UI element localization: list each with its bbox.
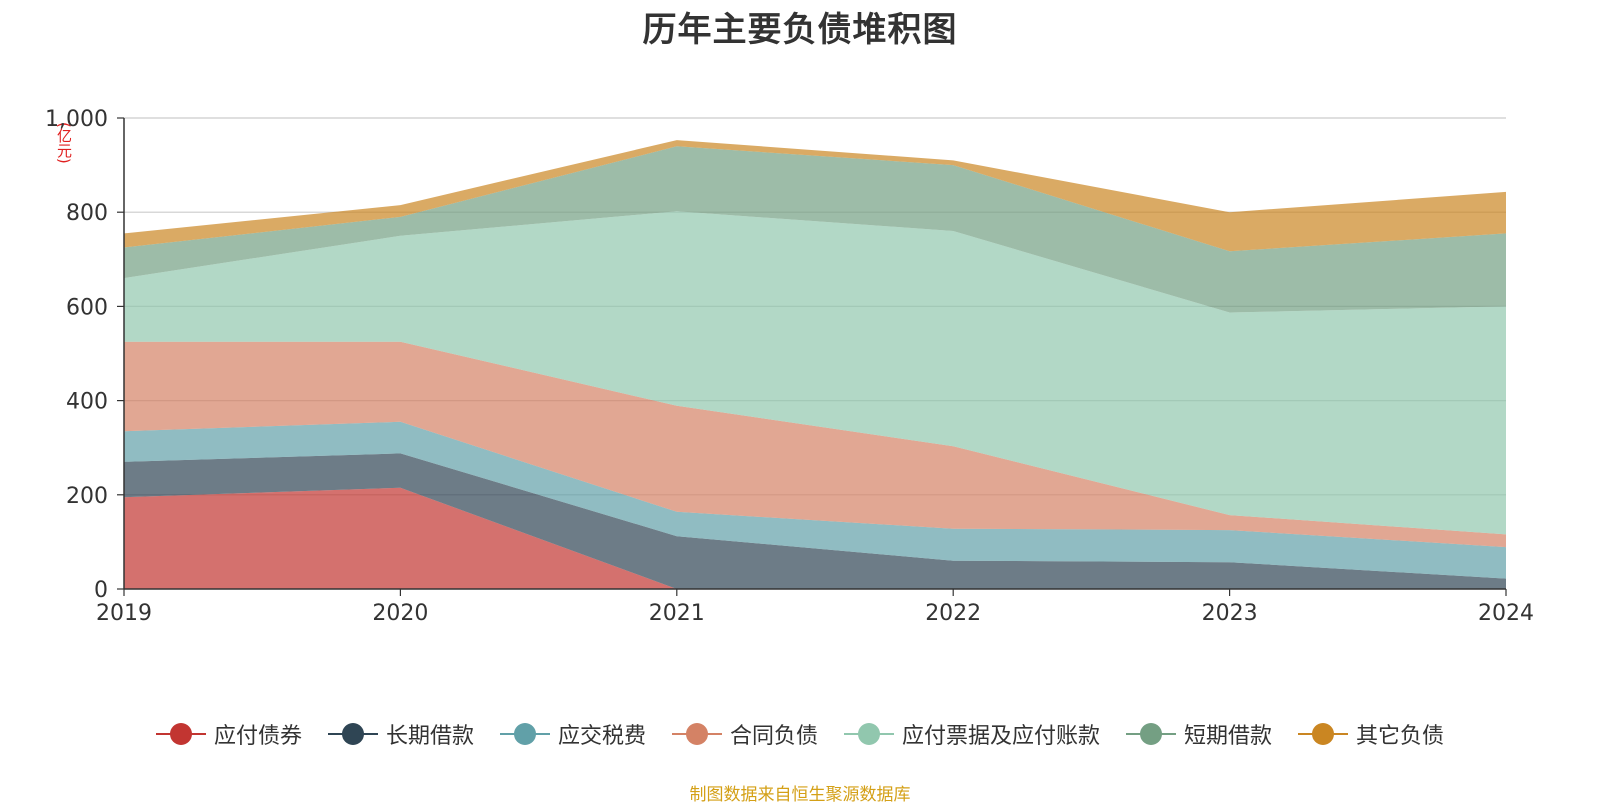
x-tick-label: 2024 [1478,601,1534,626]
y-axis-unit-label: (亿元) [55,122,73,164]
y-tick-label: 800 [66,201,108,226]
x-tick-label: 2022 [925,601,981,626]
legend-marker [844,722,894,746]
legend-item[interactable]: 应付票据及应付账款 [844,718,1100,750]
axes: 0 200 400 600 800 1,000 2019 2020 2021 2022 2023 20… [45,107,1534,626]
area-series [124,146,1506,313]
area-series [124,487,1506,589]
area-series [124,453,1506,589]
area-layers [124,140,1506,589]
legend-marker [327,722,378,746]
legend-marker [671,722,722,746]
legend-label: 其它负债 [1356,724,1445,749]
legend-label: 合同负债 [729,724,818,749]
area-series [124,341,1506,548]
y-tick-label: 1,000 [45,107,108,132]
y-tick-label: 200 [66,484,108,509]
area-series [124,421,1506,579]
legend-label: 应付债券 [213,724,302,749]
legend-label: 短期借款 [1184,724,1273,749]
chart-title: 历年主要负债堆积图 [642,10,958,50]
legend-marker [499,722,550,746]
data-source-note: 制图数据来自恒生聚源数据库 [689,785,911,805]
legend-item[interactable]: 其它负债 [1298,718,1444,750]
legend: 应付债券 长期借款 应交税费 合同负债 应付票据及应付账款 短期借款 其它负债 [0,718,1600,750]
x-tick-label: 2019 [96,601,152,626]
legend-item[interactable]: 应付债券 [155,718,302,750]
y-tick-label: 400 [66,390,108,415]
legend-marker [1298,722,1349,746]
y-tick-label: 0 [94,578,108,603]
legend-marker [1126,722,1177,746]
area-series [124,140,1506,252]
legend-marker [155,722,206,746]
x-tick-label: 2023 [1202,601,1258,626]
legend-item[interactable]: 应交税费 [499,718,646,750]
legend-item[interactable]: 长期借款 [327,718,474,750]
y-tick-label: 600 [66,295,108,320]
x-tick-label: 2021 [649,601,705,626]
legend-label: 长期借款 [385,724,474,749]
legend-item[interactable]: 合同负债 [671,718,818,750]
legend-item[interactable]: 短期借款 [1126,718,1272,750]
area-series [124,211,1506,535]
x-tick-label: 2020 [372,601,428,626]
legend-label: 应交税费 [557,724,646,749]
legend-label: 应付票据及应付账款 [902,724,1101,749]
